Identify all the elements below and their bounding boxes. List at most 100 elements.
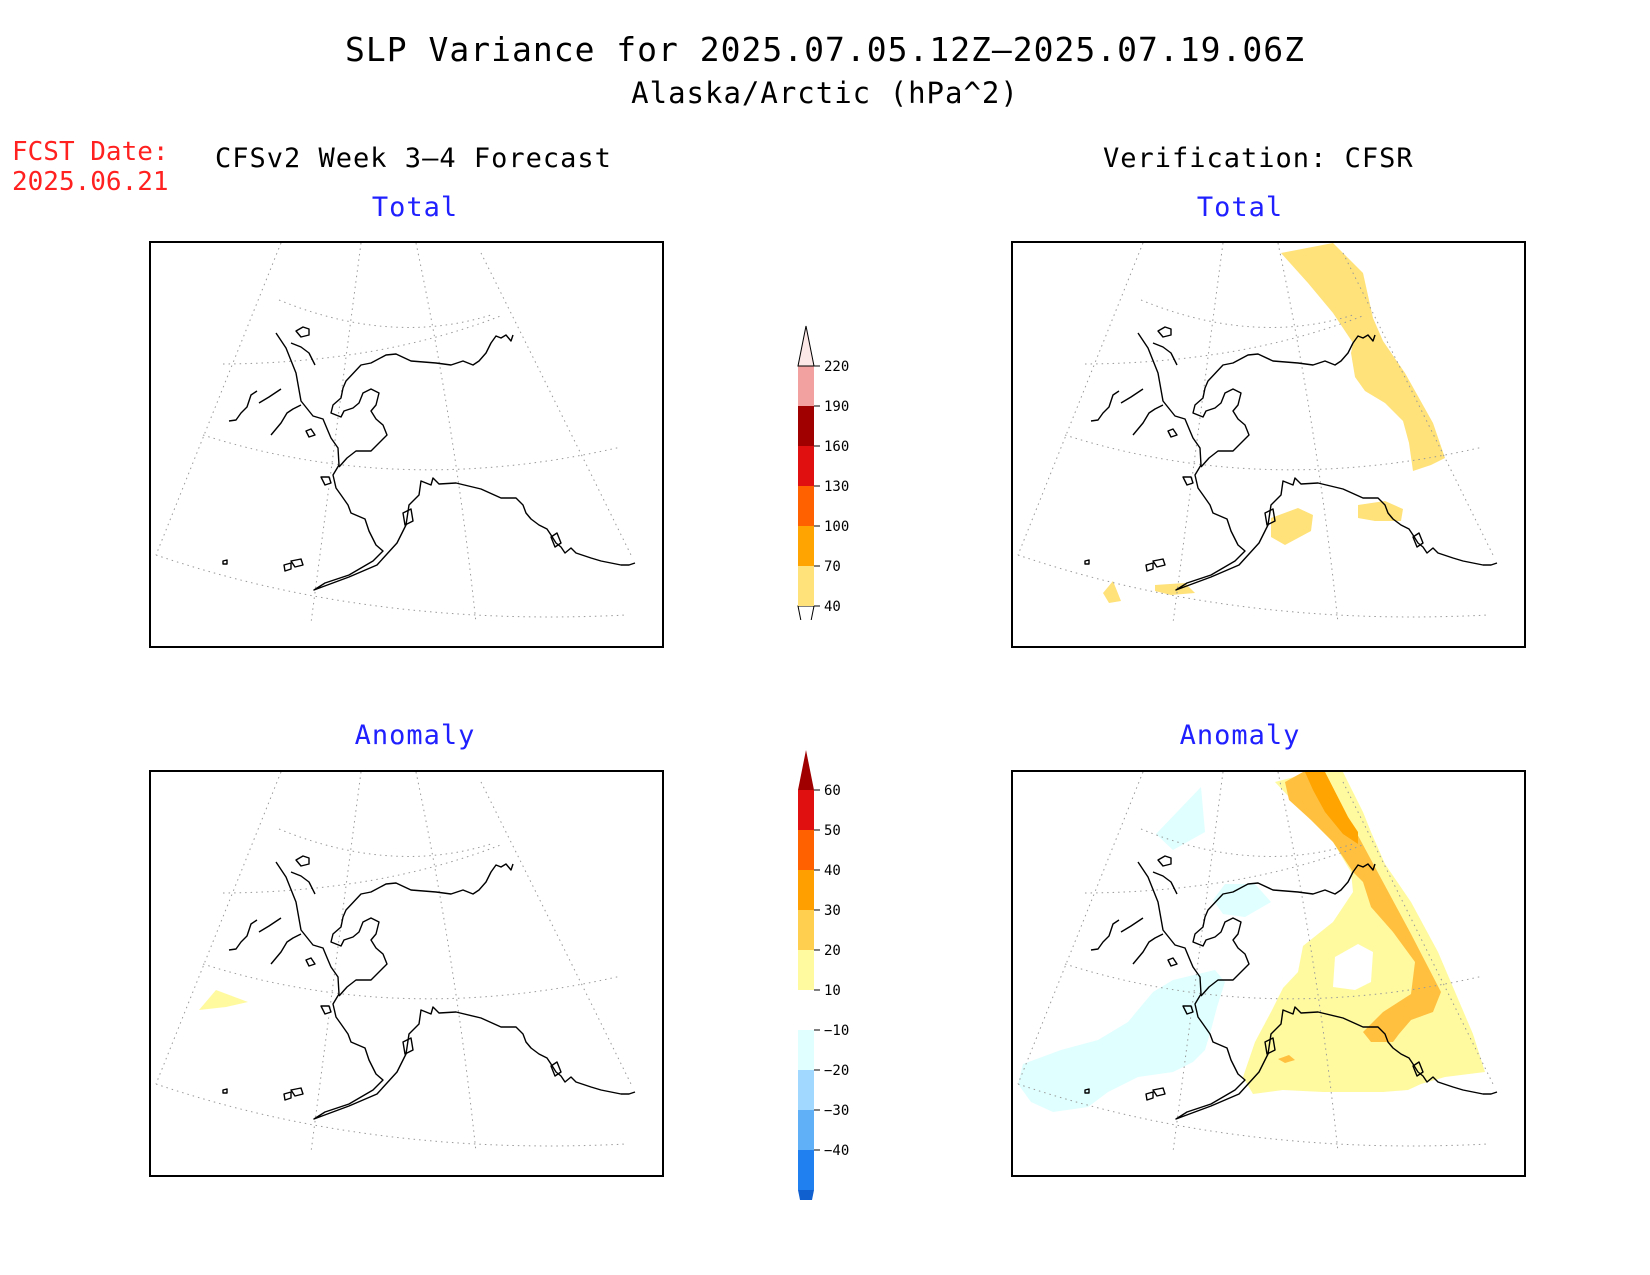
anomaly-colorbar-label-3: −20 <box>824 1063 849 1079</box>
verification-anomaly-coastline <box>1084 855 1498 1120</box>
forecast-total-graticule-line-6 <box>310 243 362 624</box>
verification-total-graticule-line-3 <box>1084 314 1366 365</box>
forecast-anomaly-graticule-line-2 <box>202 963 622 1000</box>
verification-anomaly-shaded-region-1 <box>1156 787 1205 850</box>
fcst-date-label: FCST Date: <box>12 137 169 167</box>
forecast-total-coastline <box>222 326 636 591</box>
forecast-total-coastline-peninsula <box>270 404 302 436</box>
anomaly-colorbar-swatch-4 <box>798 1030 814 1070</box>
anomaly-colorbar-swatch-8 <box>798 870 814 910</box>
anomaly-colorbar-swatch-3 <box>798 1070 814 1110</box>
total-colorbar-label-2: 70 <box>824 559 841 575</box>
verification-total-coastline-west-2 <box>1120 388 1144 404</box>
forecast-total-island-8 <box>550 532 562 548</box>
anomaly-colorbar-label-9: 50 <box>824 823 841 839</box>
verification-anomaly-coastline-west-1 <box>1090 919 1120 951</box>
verification-anomaly-graticule-line-4 <box>1140 828 1354 857</box>
verification-anomaly-island-6 <box>1145 1091 1154 1101</box>
verification-anomaly-graticule-line-2 <box>1064 963 1484 1000</box>
verification-anomaly-shaded-region-4 <box>1243 772 1485 1094</box>
verification-anomaly-graticule <box>1017 772 1494 1153</box>
verification-anomaly-coastline-west-3 <box>1152 871 1178 895</box>
anomaly-colorbar-swatch-1 <box>798 1150 814 1190</box>
anomaly-colorbar-swatch-9 <box>798 830 814 870</box>
verification-total-coastline-south <box>1137 332 1498 591</box>
verification-total-island-8 <box>1412 532 1424 548</box>
forecast-total-coastline-west-3 <box>290 342 316 366</box>
verification-total-graticule-line-6 <box>1172 243 1224 624</box>
forecast-total-graticule-line-3 <box>222 314 504 365</box>
forecast-anomaly-coastline <box>222 855 636 1120</box>
total-colorbar-swatch-1 <box>798 566 814 606</box>
forecast-anomaly-graticule <box>155 772 632 1153</box>
verification-total-coastline-peninsula <box>1132 404 1164 436</box>
forecast-anomaly-title: Anomaly <box>354 720 476 751</box>
total-colorbar-label-7: 220 <box>824 359 849 375</box>
verification-total-svg <box>1017 243 1498 624</box>
forecast-total-island-4 <box>402 508 414 526</box>
forecast-anomaly-island-4 <box>402 1037 414 1055</box>
verification-anomaly-shaded-region-8 <box>1278 1055 1295 1063</box>
verification-total-title: Total <box>1196 192 1284 223</box>
forecast-anomaly-island-8 <box>550 1061 562 1077</box>
verification-total-shaded-region-3 <box>1358 501 1403 521</box>
forecast-total-graticule-line-1 <box>155 554 627 618</box>
forecast-anomaly-graticule-line-8 <box>480 781 632 1085</box>
fcst-date-value: 2025.06.21 <box>12 167 169 197</box>
forecast-anomaly-island-1 <box>295 855 310 867</box>
forecast-total-island-7 <box>222 559 228 565</box>
anomaly-colorbar-label-1: −40 <box>824 1143 849 1159</box>
verification-total-coastline <box>1084 326 1498 591</box>
verification-column-header: Verification: CFSR <box>1103 143 1414 174</box>
forecast-anomaly-graticule-line-6 <box>310 772 362 1153</box>
forecast-anomaly-map <box>149 770 664 1177</box>
verification-anomaly-island-1 <box>1157 855 1172 867</box>
total-colorbar-label-4: 130 <box>824 479 849 495</box>
total-colorbar-swatch-4 <box>798 446 814 486</box>
forecast-anomaly-coastline-north <box>330 863 514 997</box>
verification-total-island-2 <box>1167 428 1178 438</box>
total-colorbar-swatch-5 <box>798 406 814 446</box>
verification-total-coastline-north <box>1192 334 1376 468</box>
verification-total-coastline-west-3 <box>1152 342 1178 366</box>
verification-anomaly-island-5 <box>1152 1087 1166 1097</box>
verification-anomaly-graticule-line-3 <box>1084 843 1366 894</box>
verification-total-island-6 <box>1145 562 1154 572</box>
forecast-anomaly-graticule-line-1 <box>155 1083 627 1147</box>
anomaly-colorbar-label-8: 40 <box>824 863 841 879</box>
verification-total-island-7 <box>1084 559 1090 565</box>
forecast-anomaly-island-7 <box>222 1088 228 1094</box>
verification-total-graticule-line-7 <box>1277 243 1339 624</box>
verification-total-shaded-region-2 <box>1271 508 1313 545</box>
forecast-total-coastline-west-1 <box>228 390 258 422</box>
verification-anomaly-graticule-line-1 <box>1017 1083 1489 1147</box>
forecast-total-svg <box>155 243 636 624</box>
chart-title: SLP Variance for 2025.07.05.12Z–2025.07.… <box>345 30 1305 69</box>
anomaly-colorbar-swatch-6 <box>798 950 814 990</box>
verification-anomaly-shaded-region-2 <box>1213 884 1271 917</box>
forecast-anomaly-graticule-line-5 <box>155 772 282 1085</box>
total-colorbar-label-1: 40 <box>824 599 841 615</box>
anomaly-colorbar: −40 −30 −20 −10 10 20 30 40 50 60 <box>798 750 849 1200</box>
forecast-total-graticule-line-4 <box>278 299 492 328</box>
verification-total-map <box>1011 241 1526 648</box>
anomaly-colorbar-label-4: −10 <box>824 1023 849 1039</box>
verification-anomaly-shaded-region-6 <box>1285 772 1441 1042</box>
verification-total-graticule <box>1017 243 1494 624</box>
forecast-total-graticule-line-8 <box>480 252 632 556</box>
verification-total-graticule-line-2 <box>1064 434 1484 471</box>
anomaly-colorbar-label-10: 60 <box>824 783 841 799</box>
forecast-total-graticule <box>155 243 632 624</box>
total-colorbar-label-6: 190 <box>824 399 849 415</box>
verification-total-island-4 <box>1264 508 1276 526</box>
forecast-anomaly-coastline-west-1 <box>228 919 258 951</box>
forecast-anomaly-island-6 <box>283 1091 292 1101</box>
forecast-total-island-3 <box>320 476 332 486</box>
anomaly-colorbar-swatch-2 <box>798 1110 814 1150</box>
total-colorbar: 40 70 100 130 160 190 220 <box>797 325 849 620</box>
forecast-anomaly-coastline-peninsula <box>270 933 302 965</box>
forecast-total-coastline-west-2 <box>258 388 282 404</box>
forecast-anomaly-graticule-line-4 <box>278 828 492 857</box>
verification-anomaly-graticule-line-7 <box>1277 772 1339 1153</box>
forecast-anomaly-svg <box>155 772 636 1153</box>
